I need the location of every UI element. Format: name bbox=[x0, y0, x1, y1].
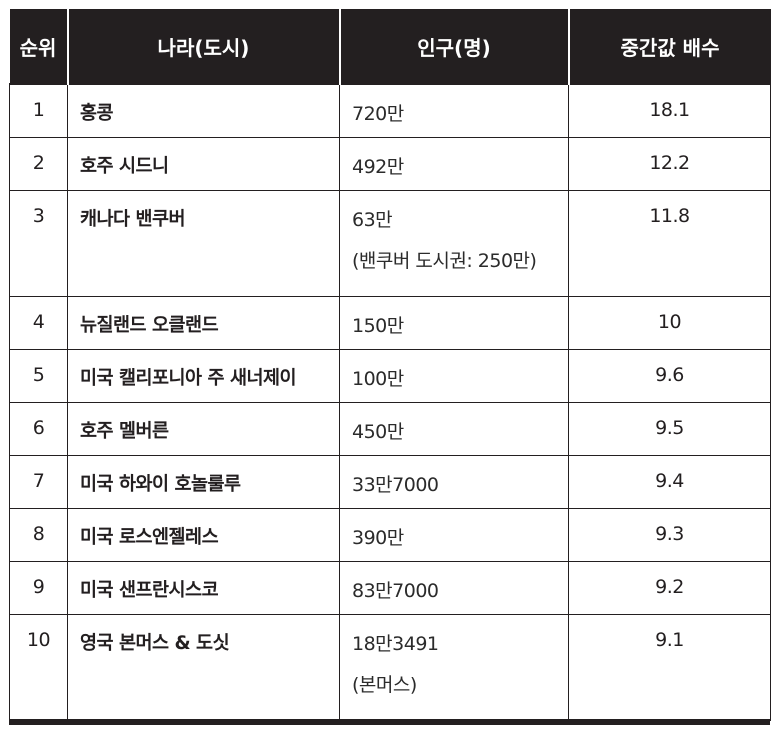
population-value: 83만7000 bbox=[352, 579, 439, 602]
table-bottom-rule bbox=[9, 719, 770, 725]
table-row: 4 뉴질랜드 오클랜드 150만 10 bbox=[9, 296, 771, 350]
rank-cell: 7 bbox=[9, 455, 68, 509]
population-cell: 33만7000 bbox=[339, 455, 569, 509]
rank-cell: 8 bbox=[9, 508, 68, 562]
city-cell: 미국 캘리포니아 주 새너제이 bbox=[67, 349, 340, 403]
population-cell: 83만7000 bbox=[339, 561, 569, 615]
ratio-cell: 9.1 bbox=[568, 614, 771, 721]
population-note: (본머스) bbox=[352, 673, 417, 696]
ratio-cell: 9.5 bbox=[568, 402, 771, 456]
ratio-cell: 11.8 bbox=[568, 190, 771, 297]
table-row: 6 호주 멜버른 450만 9.5 bbox=[9, 402, 771, 456]
rank-cell: 1 bbox=[9, 83, 68, 138]
header-rank: 순위 bbox=[9, 9, 68, 84]
ranking-table: 순위 나라(도시) 인구(명) 중간값 배수 1 홍콩 720만 18.1 2 … bbox=[9, 9, 771, 721]
city-cell: 미국 로스엔젤레스 bbox=[67, 508, 340, 562]
ratio-cell: 9.2 bbox=[568, 561, 771, 615]
city-cell: 뉴질랜드 오클랜드 bbox=[67, 296, 340, 350]
population-value: 492만 bbox=[352, 155, 404, 178]
ratio-cell: 9.4 bbox=[568, 455, 771, 509]
ratio-cell: 9.3 bbox=[568, 508, 771, 562]
population-cell: 150만 bbox=[339, 296, 569, 350]
header-city: 나라(도시) bbox=[66, 9, 340, 84]
ratio-cell: 9.6 bbox=[568, 349, 771, 403]
ratio-cell: 18.1 bbox=[568, 83, 771, 138]
ratio-cell: 12.2 bbox=[568, 137, 771, 191]
population-value: 720만 bbox=[352, 103, 404, 125]
city-cell: 미국 하와이 호놀룰루 bbox=[67, 455, 340, 509]
city-cell: 캐나다 밴쿠버 bbox=[67, 190, 340, 297]
population-cell: 390만 bbox=[339, 508, 569, 562]
city-cell: 호주 멜버른 bbox=[67, 402, 340, 456]
city-cell: 미국 샌프란시스코 bbox=[67, 561, 340, 615]
population-cell: 720만 bbox=[339, 83, 569, 138]
population-value: 390만 bbox=[352, 526, 404, 549]
population-value: 33만7000 bbox=[352, 473, 439, 496]
table-header: 순위 나라(도시) 인구(명) 중간값 배수 bbox=[9, 9, 771, 84]
rank-cell: 6 bbox=[9, 402, 68, 456]
city-cell: 홍콩 bbox=[67, 83, 340, 138]
table-row: 8 미국 로스엔젤레스 390만 9.3 bbox=[9, 508, 771, 562]
city-cell: 영국 본머스 & 도싯 bbox=[67, 614, 340, 721]
rank-cell: 5 bbox=[9, 349, 68, 403]
population-value: 150만 bbox=[352, 314, 404, 337]
rank-cell: 4 bbox=[9, 296, 68, 350]
population-note: (밴쿠버 도시권: 250만) bbox=[352, 249, 537, 272]
rank-cell: 9 bbox=[9, 561, 68, 615]
population-value: 18만3491 bbox=[352, 632, 439, 655]
population-cell: 100만 bbox=[339, 349, 569, 403]
population-value: 100만 bbox=[352, 367, 404, 390]
header-ratio: 중간값 배수 bbox=[567, 9, 771, 84]
rank-cell: 3 bbox=[9, 190, 68, 297]
ratio-cell: 10 bbox=[568, 296, 771, 350]
table-row: 7 미국 하와이 호놀룰루 33만7000 9.4 bbox=[9, 455, 771, 509]
table-body: 1 홍콩 720만 18.1 2 호주 시드니 492만 12.2 3 캐나다 … bbox=[9, 83, 771, 721]
population-cell: 63만 (밴쿠버 도시권: 250만) bbox=[339, 190, 569, 297]
table-row: 1 홍콩 720만 18.1 bbox=[9, 83, 771, 138]
header-row: 순위 나라(도시) 인구(명) 중간값 배수 bbox=[9, 9, 771, 84]
population-cell: 492만 bbox=[339, 137, 569, 191]
header-population: 인구(명) bbox=[338, 9, 569, 84]
city-cell: 호주 시드니 bbox=[67, 137, 340, 191]
population-value: 63만 bbox=[352, 208, 393, 231]
table-row: 10 영국 본머스 & 도싯 18만3491 (본머스) 9.1 bbox=[9, 614, 771, 721]
rank-cell: 2 bbox=[9, 137, 68, 191]
population-cell: 450만 bbox=[339, 402, 569, 456]
population-value: 450만 bbox=[352, 420, 404, 443]
table-row: 3 캐나다 밴쿠버 63만 (밴쿠버 도시권: 250만) 11.8 bbox=[9, 190, 771, 297]
table-row: 9 미국 샌프란시스코 83만7000 9.2 bbox=[9, 561, 771, 615]
population-cell: 18만3491 (본머스) bbox=[339, 614, 569, 721]
table-row: 2 호주 시드니 492만 12.2 bbox=[9, 137, 771, 191]
rank-cell: 10 bbox=[9, 614, 68, 721]
ranking-table-container: 순위 나라(도시) 인구(명) 중간값 배수 1 홍콩 720만 18.1 2 … bbox=[9, 9, 771, 721]
table-row: 5 미국 캘리포니아 주 새너제이 100만 9.6 bbox=[9, 349, 771, 403]
